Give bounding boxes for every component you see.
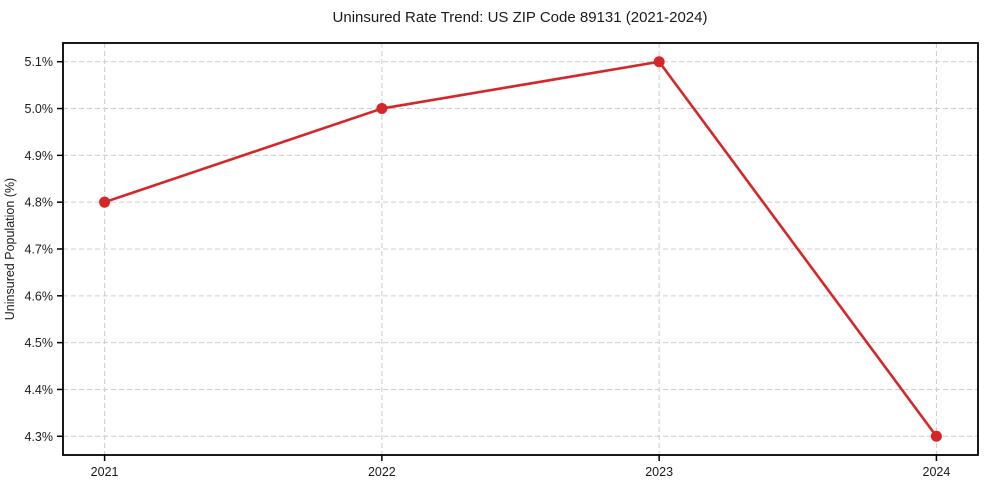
y-tick-label: 4.3% [25, 430, 54, 444]
plot-border [62, 42, 979, 456]
y-axis-label: Uninsured Population (%) [3, 178, 17, 320]
x-tick-label: 2023 [645, 465, 673, 479]
y-tick-label: 4.4% [25, 383, 54, 397]
data-point-2024 [930, 430, 942, 442]
axis-tick-labels: 4.3% 4.4% 4.5% 4.6% 4.7% 4.8% 4.9% 5.0% 5.1% 2021… [25, 55, 951, 479]
y-tick-label: 4.7% [25, 243, 54, 257]
chart-title: Uninsured Rate Trend: US ZIP Code 89131 … [333, 9, 708, 26]
axis-ticks [57, 60, 938, 461]
y-tick-label: 5.0% [25, 102, 54, 116]
trend-line [103, 60, 938, 438]
data-point-2023 [653, 56, 665, 68]
x-tick-label: 2024 [923, 465, 951, 479]
y-tick-label: 4.6% [25, 289, 54, 303]
y-tick-label: 5.1% [25, 55, 54, 69]
y-tick-label: 4.5% [25, 336, 54, 350]
data-point-2021 [99, 196, 111, 208]
data-point-2022 [376, 103, 388, 115]
gridlines [63, 43, 978, 455]
y-tick-label: 4.9% [25, 149, 54, 163]
y-tick-label: 4.8% [25, 196, 54, 210]
x-tick-label: 2021 [91, 465, 119, 479]
data-series [99, 56, 942, 442]
x-tick-label: 2022 [368, 465, 396, 479]
